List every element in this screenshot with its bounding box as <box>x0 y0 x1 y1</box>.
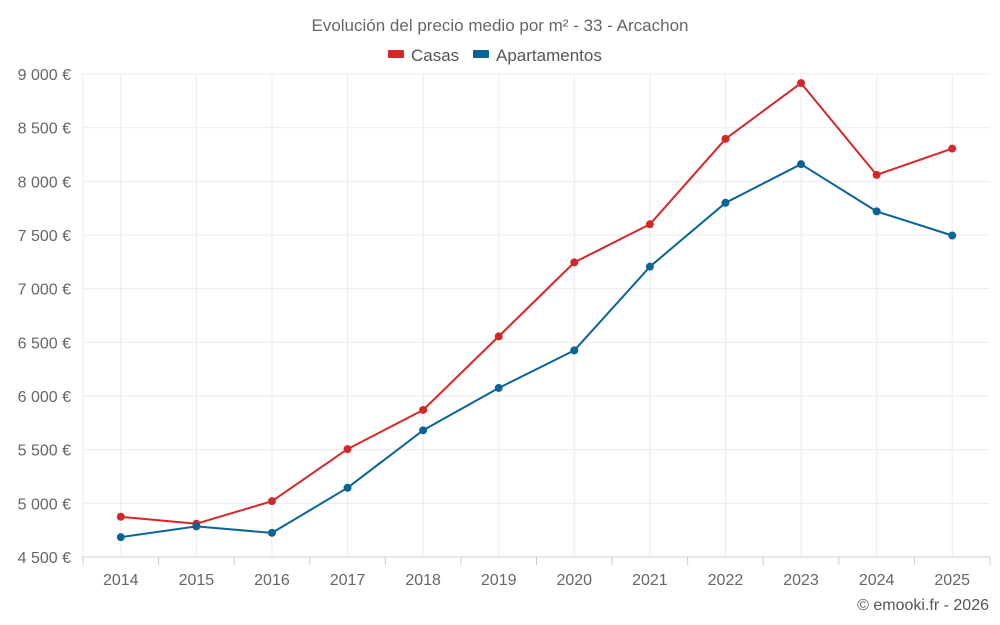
x-tick-label: 2021 <box>632 572 668 589</box>
y-tick-label: 4 500 € <box>18 550 71 567</box>
data-point-apartamentos[interactable] <box>721 198 730 207</box>
y-tick-label: 7 500 € <box>18 228 71 245</box>
x-tick-label: 2020 <box>556 572 592 589</box>
series-line-casas <box>120 82 953 525</box>
y-tick-label: 5 500 € <box>18 443 71 460</box>
data-point-apartamentos[interactable] <box>494 383 503 392</box>
data-point-casas[interactable] <box>494 332 503 341</box>
data-point-casas[interactable] <box>797 79 806 88</box>
data-points <box>116 79 957 542</box>
axes <box>82 556 991 565</box>
legend: Casas Apartamentos <box>388 46 602 65</box>
series-line-apartamentos <box>120 163 953 539</box>
data-point-casas[interactable] <box>948 144 957 153</box>
y-tick-label: 6 500 € <box>18 335 71 352</box>
data-point-casas[interactable] <box>343 445 352 454</box>
data-point-apartamentos[interactable] <box>343 483 352 492</box>
data-point-apartamentos[interactable] <box>116 533 125 542</box>
data-point-casas[interactable] <box>645 220 654 229</box>
x-tick-label: 2017 <box>330 572 366 589</box>
y-tick-label: 7 000 € <box>18 282 71 299</box>
data-point-apartamentos[interactable] <box>797 160 806 169</box>
x-tick-label: 2023 <box>783 572 819 589</box>
x-tick-label: 2018 <box>405 572 441 589</box>
data-point-apartamentos[interactable] <box>570 346 579 355</box>
data-point-casas[interactable] <box>570 258 579 267</box>
data-point-casas[interactable] <box>267 497 276 506</box>
y-tick-label: 9 000 € <box>18 67 71 84</box>
data-point-casas[interactable] <box>116 512 125 521</box>
data-point-apartamentos[interactable] <box>948 231 957 240</box>
x-tick-label: 2014 <box>103 572 139 589</box>
y-tick-labels: 4 500 € 5 000 € 5 500 € 6 000 € 6 500 € 7 000… <box>18 67 71 567</box>
y-tick-label: 8 000 € <box>18 174 71 191</box>
data-point-apartamentos[interactable] <box>192 522 201 531</box>
x-tick-label: 2019 <box>481 572 517 589</box>
x-tick-label: 2025 <box>934 572 970 589</box>
legend-label-casas: Casas <box>411 46 459 65</box>
data-point-apartamentos[interactable] <box>645 262 654 271</box>
legend-item-apartamentos[interactable]: Apartamentos <box>473 46 602 65</box>
x-tick-label: 2024 <box>859 572 895 589</box>
x-tick-label: 2022 <box>708 572 744 589</box>
legend-swatch-casas <box>388 50 404 58</box>
y-tick-label: 5 000 € <box>18 496 71 513</box>
data-point-casas[interactable] <box>872 170 881 179</box>
x-tick-label: 2016 <box>254 572 290 589</box>
x-tick-label: 2015 <box>179 572 215 589</box>
legend-swatch-apartamentos <box>473 50 489 58</box>
x-tick-labels: 2014 2015 2016 2017 2018 2019 2020 2021 2022 2023… <box>103 572 970 589</box>
data-point-apartamentos[interactable] <box>419 426 428 435</box>
data-point-apartamentos[interactable] <box>267 528 276 537</box>
data-point-casas[interactable] <box>419 405 428 414</box>
y-tick-label: 6 000 € <box>18 389 71 406</box>
data-point-apartamentos[interactable] <box>872 207 881 216</box>
data-point-casas[interactable] <box>721 134 730 143</box>
chart-title: Evolución del precio medio por m² - 33 -… <box>311 16 688 35</box>
legend-item-casas[interactable]: Casas <box>388 46 459 65</box>
legend-label-apartamentos: Apartamentos <box>496 46 602 65</box>
credit-text: © emooki.fr - 2026 <box>857 597 989 614</box>
series <box>120 82 953 539</box>
grid <box>82 73 990 557</box>
y-tick-label: 8 500 € <box>18 121 71 138</box>
